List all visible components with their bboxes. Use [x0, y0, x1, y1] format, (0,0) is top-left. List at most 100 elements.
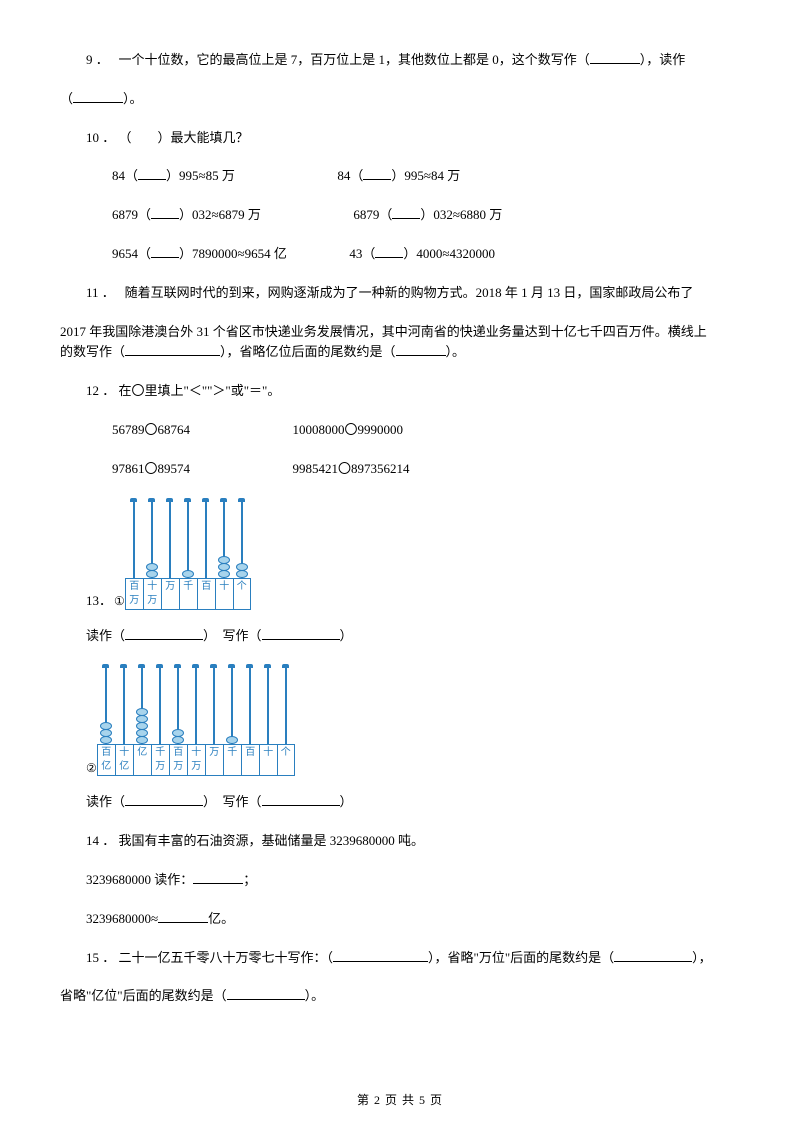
close-paren: ） — [340, 794, 353, 809]
abacus-rod — [179, 498, 197, 578]
q10-r2c: 6879（ — [353, 207, 392, 222]
q12-r2a: 97861〇89574 — [86, 459, 190, 480]
q12-title: 在〇里填上"＜""＞"或"＝"。 — [119, 383, 281, 398]
abacus-rod — [151, 664, 169, 744]
abacus-label: 百万 — [125, 579, 143, 609]
abacus-rod — [143, 498, 161, 578]
q14-line2: 3239680000≈ 亿。 — [60, 909, 740, 930]
blank — [262, 793, 340, 806]
question-14: 14 ． 我国有丰富的石油资源，基础储量是 3239680000 吨。 — [60, 831, 740, 852]
q12-r1b: 10008000〇9990000 — [267, 420, 404, 441]
q11-text-e: ）。 — [446, 344, 466, 359]
q9-text-b: ），读作 — [640, 52, 686, 67]
blank — [392, 206, 420, 219]
q15-text-b: ），省略"万位"后面的尾数约是（ — [428, 950, 614, 965]
blank — [333, 949, 428, 962]
abacus-label: 十 — [259, 745, 277, 775]
abacus-label: 百 — [197, 579, 215, 609]
q14-l1a: 3239680000 读作： — [86, 872, 193, 887]
q14-text-a: 我国有丰富的石油资源，基础储量是 3239680000 吨。 — [119, 833, 425, 848]
q12-row2: 97861〇89574 9985421〇897356214 — [60, 459, 740, 480]
abacus-label: 百万 — [169, 745, 187, 775]
abacus-rod — [205, 664, 223, 744]
blank — [227, 987, 305, 1000]
q10-sep: ． — [102, 130, 115, 145]
q10-r2b: ）032≈6879 万 — [179, 207, 261, 222]
q13-number: 13 — [86, 593, 99, 608]
q15-sep: ． — [102, 950, 115, 965]
q15-text-a: 二十一亿五千零八十万零七十写作：（ — [119, 950, 334, 965]
close-paren: ） — [340, 628, 353, 643]
q10-row3: 9654（）7890000≈9654 亿 43（）4000≈4320000 — [60, 244, 740, 265]
q10-r3b: ）7890000≈9654 亿 — [179, 246, 287, 261]
q9-number: 9 — [86, 52, 93, 67]
q10-row2: 6879（）032≈6879 万 6879（）032≈6880 万 — [60, 205, 740, 226]
abacus-label: 万 — [161, 579, 179, 609]
blank — [262, 627, 340, 640]
question-15-l1: 15 ． 二十一亿五千零八十万零七十写作：（），省略"万位"后面的尾数约是（）， — [60, 948, 740, 969]
q14-sep: ． — [102, 833, 115, 848]
blank — [158, 910, 208, 923]
abacus-rod — [277, 664, 295, 744]
question-11-l3: 的数写作（），省略亿位后面的尾数约是（）。 — [60, 342, 740, 363]
abacus-label: 亿 — [133, 745, 151, 775]
abacus-rod — [259, 664, 277, 744]
q9-text-a: 一个十位数，它的最高位上是 7，百万位上是 1，其他数位上都是 0，这个数写作（ — [119, 52, 590, 67]
abacus-rod — [97, 664, 115, 744]
q10-r3d: ）4000≈4320000 — [403, 246, 495, 261]
write-label: ） 写作（ — [203, 628, 262, 643]
question-11-l1: 11 ． 随着互联网时代的到来，网购逐渐成为了一种新的购物方式。2018 年 1… — [60, 283, 740, 304]
write-label: ） 写作（ — [203, 794, 262, 809]
blank — [138, 167, 166, 180]
q11-text-c: 的数写作（ — [60, 344, 125, 359]
abacus-rod — [187, 664, 205, 744]
q9-sep: ． — [96, 52, 103, 67]
blank — [590, 51, 640, 64]
q12-row1: 56789〇68764 10008000〇9990000 — [60, 420, 740, 441]
abacus-label: 千 — [179, 579, 197, 609]
blank — [151, 206, 179, 219]
abacus-bead — [182, 570, 194, 578]
question-12: 12 ． 在〇里填上"＜""＞"或"＝"。 — [60, 381, 740, 402]
question-13-abacus1: 13． ① 百万十万万千百十个 — [60, 498, 740, 612]
abacus-rod — [169, 664, 187, 744]
abacus-label: 千万 — [151, 745, 169, 775]
q13-circ1: ① — [114, 592, 125, 611]
abacus-label: 十 — [215, 579, 233, 609]
abacus-bead — [146, 570, 158, 578]
q10-r3a: 9654（ — [112, 246, 151, 261]
abacus-rod — [133, 664, 151, 744]
blank — [375, 245, 403, 258]
q15-text-d: 省略"亿位"后面的尾数约是（ — [60, 988, 227, 1003]
q10-title: （ ）最大能填几？ — [119, 130, 249, 145]
abacus-rod — [115, 664, 133, 744]
q15-number: 15 — [86, 950, 99, 965]
q10-number: 10 — [86, 130, 99, 145]
q12-r1a: 56789〇68764 — [86, 420, 190, 441]
abacus-label: 十亿 — [115, 745, 133, 775]
question-9-line2: （）。 — [60, 89, 740, 110]
q10-r1c: 84（ — [337, 168, 363, 183]
question-15-l2: 省略"亿位"后面的尾数约是（）。 — [60, 986, 740, 1007]
abacus-bead — [236, 570, 248, 578]
abacus-label: 百 — [241, 745, 259, 775]
q10-row1: 84（）995≈85 万 84（）995≈84 万 — [60, 166, 740, 187]
abacus-rod — [241, 664, 259, 744]
q12-r2b: 9985421〇897356214 — [267, 459, 410, 480]
abacus-bead — [218, 570, 230, 578]
question-11-l2: 2017 年我国除港澳台外 31 个省区市快递业务发展情况，其中河南省的快递业务… — [60, 322, 740, 343]
q11-sep: ． — [102, 285, 109, 300]
q10-r1b: ）995≈85 万 — [166, 168, 235, 183]
read-label: 读作（ — [86, 628, 125, 643]
q14-line1: 3239680000 读作：； — [60, 870, 740, 891]
abacus-rod — [197, 498, 215, 578]
q14-l2a: 3239680000≈ — [86, 911, 158, 926]
q11-text-b: 2017 年我国除港澳台外 31 个省区市快递业务发展情况，其中河南省的快递业务… — [60, 324, 707, 339]
blank — [614, 949, 692, 962]
q14-l2b: 亿。 — [208, 911, 234, 926]
abacus-label: 百亿 — [97, 745, 115, 775]
q9-text-d: ）。 — [123, 91, 143, 106]
q14-number: 14 — [86, 833, 99, 848]
question-9: 9 ． 一个十位数，它的最高位上是 7，百万位上是 1，其他数位上都是 0，这个… — [60, 50, 740, 71]
abacus-2: 百亿十亿亿千万百万十万万千百十个 — [97, 664, 295, 776]
